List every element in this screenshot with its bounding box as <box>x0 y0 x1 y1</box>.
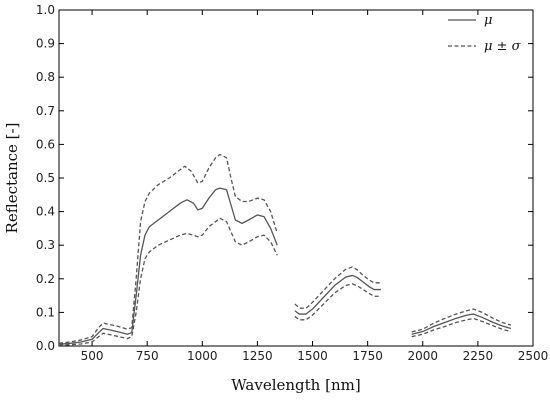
axis-ticks <box>59 9 534 347</box>
mean-line-0 <box>58 187 278 345</box>
y-tick-label: 0.8 <box>36 70 55 84</box>
x-tick-label: 2250 <box>463 349 494 363</box>
x-tick-label: 500 <box>81 349 104 363</box>
x-tick-label: 1000 <box>187 349 218 363</box>
mean-line-2 <box>411 313 512 335</box>
std-band-line-1 <box>58 217 278 346</box>
x-tick-label: 750 <box>136 349 159 363</box>
legend: μ μ ± σ <box>448 13 522 54</box>
std-band-line-3 <box>294 283 381 321</box>
series-lines <box>58 153 512 346</box>
x-tick-label: 1750 <box>352 349 383 363</box>
y-tick-label: 0.1 <box>36 305 55 319</box>
x-tick-label: 1250 <box>242 349 273 363</box>
y-tick-label: 0.9 <box>36 37 55 51</box>
x-tick-label: 2500 <box>518 349 549 363</box>
y-tick-label: 0.7 <box>36 104 55 118</box>
y-tick-label: 0.6 <box>36 137 55 151</box>
x-tick-label: 1500 <box>297 349 328 363</box>
plot-frame <box>58 9 534 347</box>
y-tick-label: 0.4 <box>36 205 55 219</box>
y-tick-label: 0.3 <box>36 238 55 252</box>
y-tick-label: 1.0 <box>36 3 55 17</box>
mean-line-1 <box>294 274 381 315</box>
x-axis-title: Wavelength [nm] <box>231 376 360 394</box>
x-tick-label: 2000 <box>407 349 438 363</box>
std-band-line-4 <box>411 308 512 333</box>
y-tick-label: 0.5 <box>36 171 55 185</box>
y-tick-label: 0.0 <box>36 339 55 353</box>
std-band-line-0 <box>58 153 278 344</box>
std-band-line-2 <box>294 266 381 310</box>
axis-tick-labels: 500 750 1000 1250 1500 1750 2000 2250 2500 0.0 0.1… <box>36 3 548 363</box>
legend-label-std: μ ± σ <box>484 39 522 54</box>
y-axis-title: Reflectance [-] <box>3 123 21 234</box>
y-tick-label: 0.2 <box>36 272 55 286</box>
legend-label-mean: μ <box>484 13 492 28</box>
